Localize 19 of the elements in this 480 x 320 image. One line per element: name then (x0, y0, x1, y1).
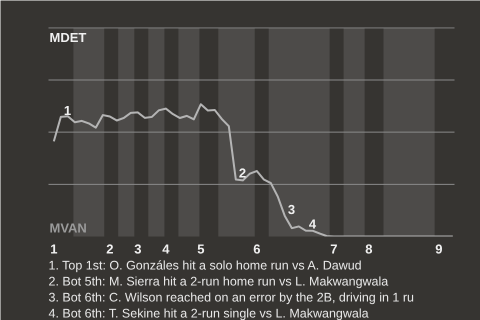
text: MDET (50, 30, 86, 45)
text: 3. Bot 6th: C. Wilson reached on an error by the 2B, driving in 1 ru (48, 290, 414, 304)
x-tick-label: 4 (162, 242, 170, 256)
annotation: 1 (64, 102, 72, 118)
annotation: MVAN (50, 220, 87, 236)
x-tick-label: 5 (197, 242, 204, 256)
text: 2. Bot 5th: M. Sierra hit a 2-run home run vs L. Makwangwala (48, 274, 388, 288)
x-tick-label: 1 (50, 242, 58, 256)
annotation: 2 (238, 165, 246, 180)
x-tick-label: 8 (365, 242, 372, 256)
annotation: 4 (308, 216, 317, 232)
x-tick-label: 3 (134, 242, 142, 256)
x-tick-label: 7 (330, 242, 338, 256)
text: 4. Bot 6th: T. Sekine hit a 2-run single vs L. Makwangwala (48, 306, 369, 320)
text: 1. Top 1st: O. Gonzáles hit a solo home run vs A. Dawud (48, 258, 362, 272)
x-tick-label: 2 (106, 242, 114, 256)
x-tick-label: 6 (253, 242, 260, 256)
x-tick-label: 9 (435, 242, 442, 256)
annotation: 3 (288, 202, 296, 217)
